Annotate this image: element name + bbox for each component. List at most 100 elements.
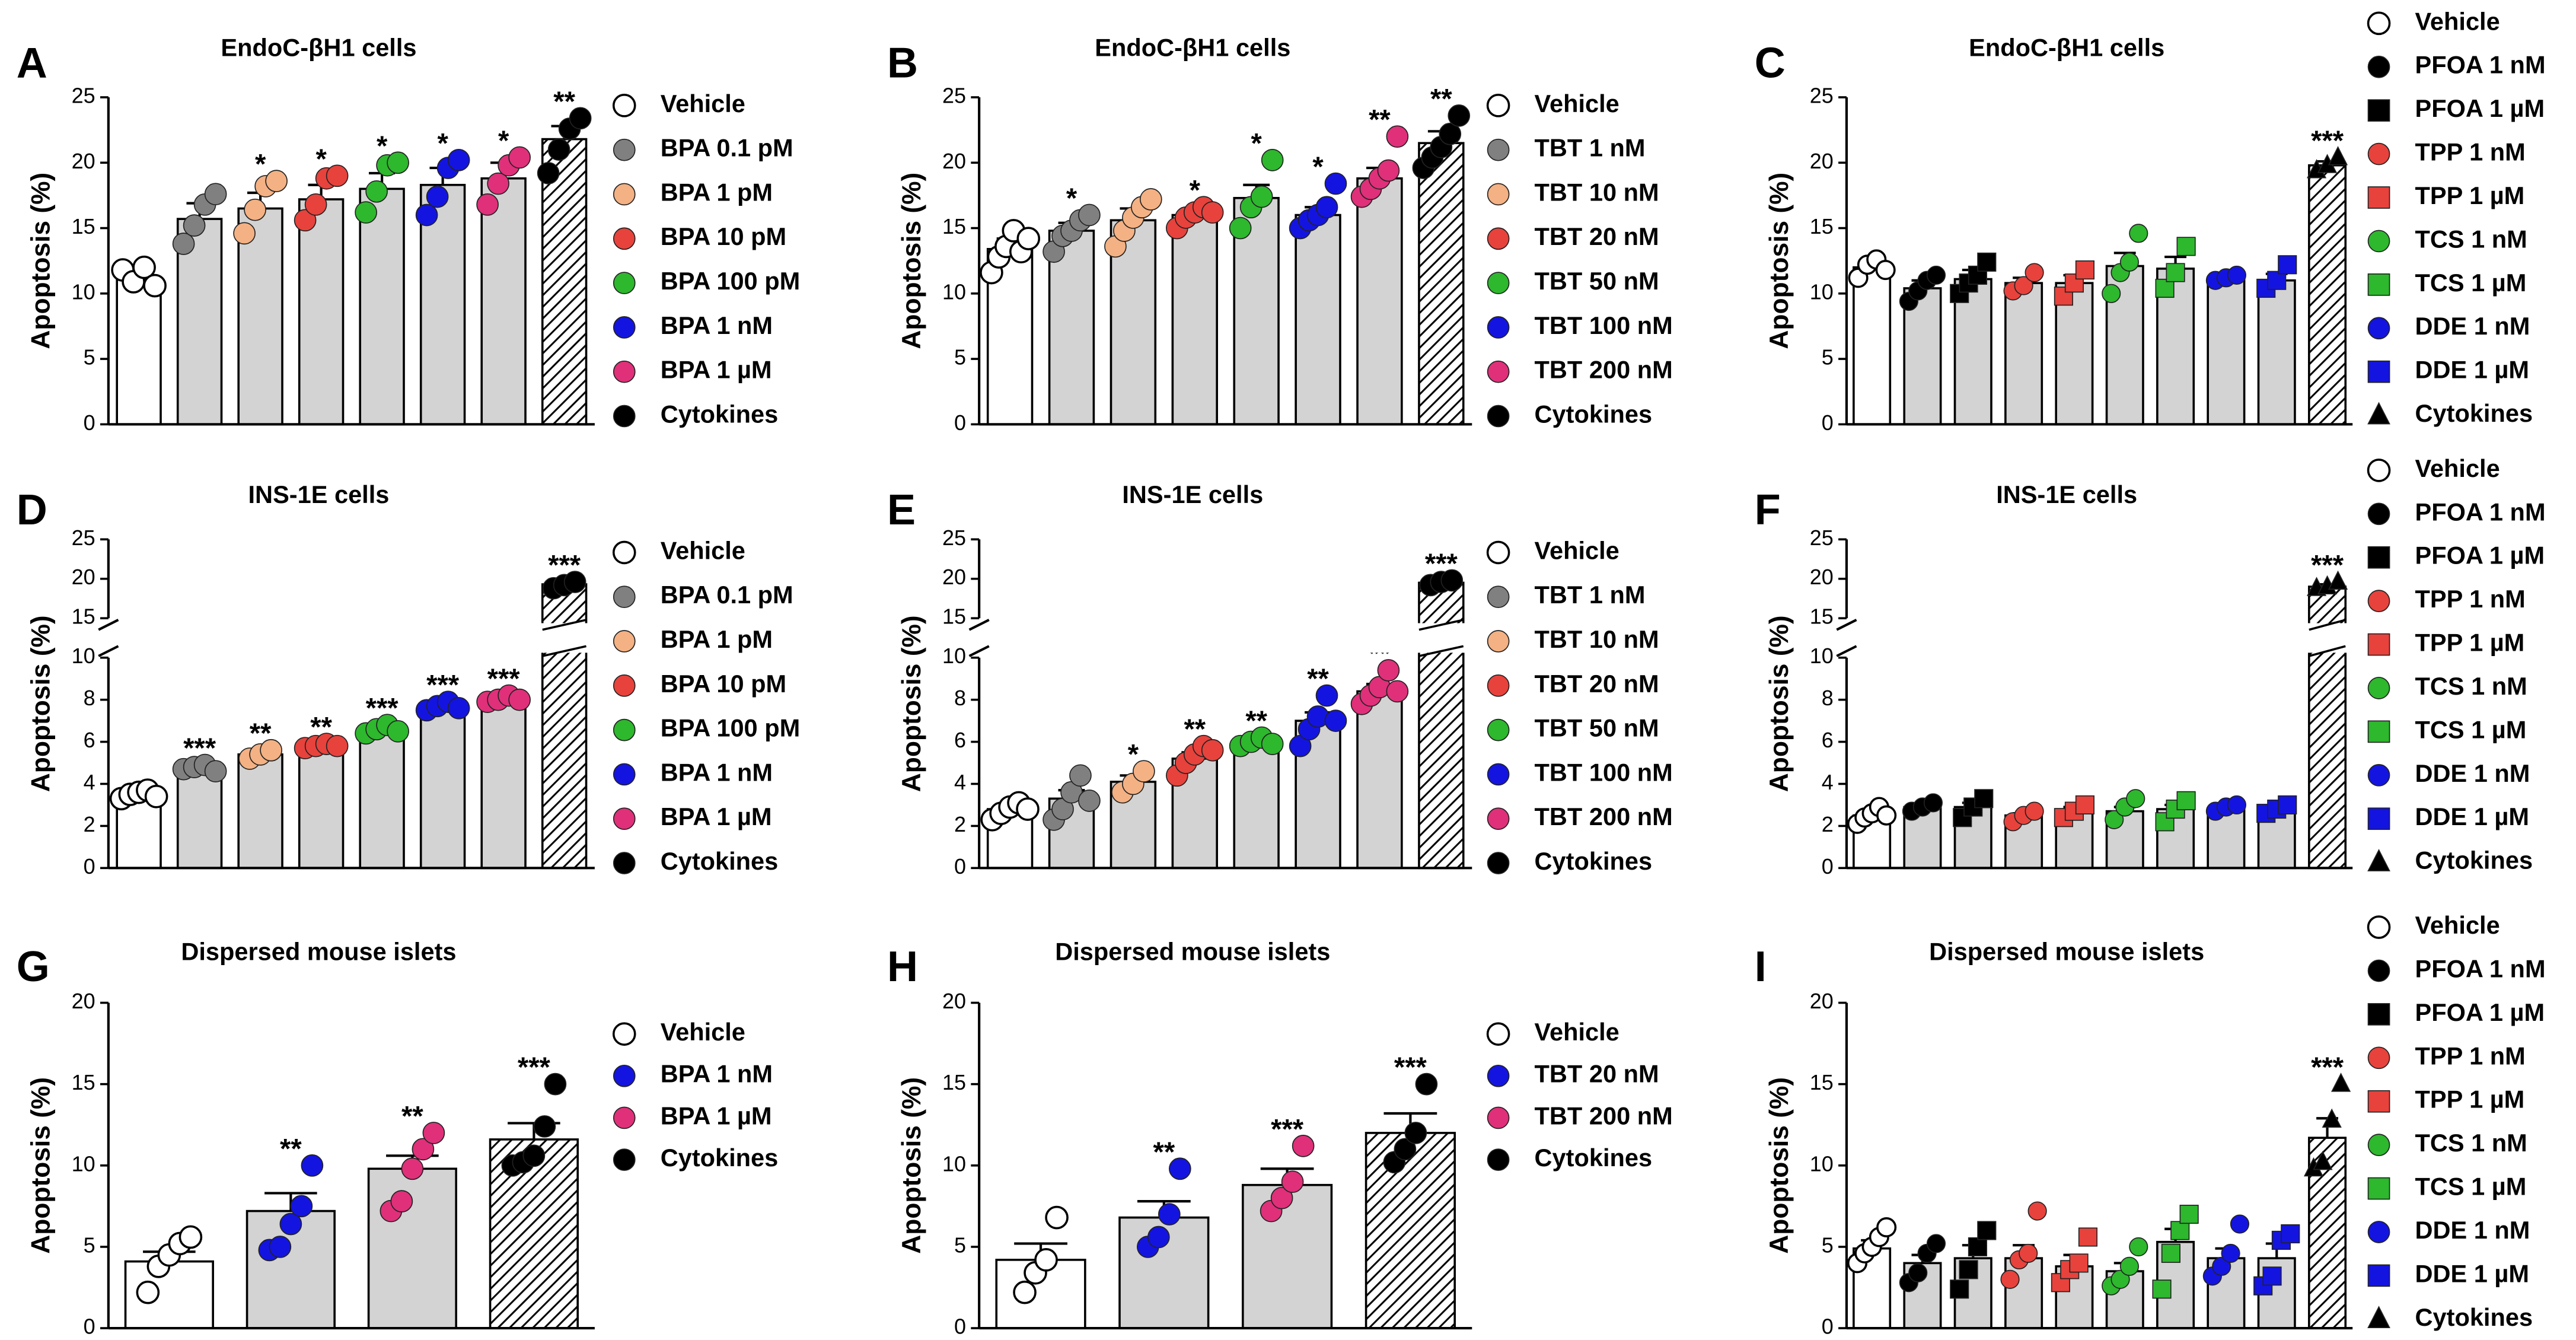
data-point: [2027, 1201, 2047, 1221]
bar: [419, 183, 466, 426]
legend-marker: [1487, 227, 1510, 250]
y-tick-label: 20: [72, 565, 95, 589]
bar: [2004, 282, 2043, 426]
significance-label: *: [1066, 182, 1077, 214]
legend-marker: [2367, 1221, 2390, 1243]
legend-marker: [1486, 1022, 1510, 1046]
bar: [1356, 177, 1403, 426]
significance-label: **: [1430, 82, 1452, 114]
legend-label: Cytokines: [2415, 846, 2533, 874]
legend-label: BPA 1 µM: [661, 356, 772, 384]
significance-label: *: [315, 143, 327, 174]
legend-label: TPP 1 µM: [2415, 629, 2525, 657]
y-tick-label: 20: [1810, 149, 1834, 173]
y-tick-label: 15: [942, 604, 966, 629]
significance-label: ***: [487, 663, 521, 694]
data-point: [508, 688, 531, 711]
data-point: [1169, 1157, 1191, 1180]
y-tick-label: 0: [954, 854, 966, 879]
y-tick-label: 0: [84, 410, 95, 435]
data-point: [1394, 1138, 1417, 1161]
data-point: [447, 149, 470, 171]
data-point: [1974, 789, 1994, 809]
data-point: [2129, 224, 2148, 243]
panel-letter: C: [1755, 39, 1786, 87]
panel-letter: G: [17, 943, 50, 991]
significance-label: **: [310, 711, 332, 743]
data-point: [401, 1157, 424, 1180]
legend-label: Cytokines: [661, 400, 779, 428]
legend-label: Cytokines: [2415, 399, 2533, 427]
axis-break-mark: [968, 619, 990, 657]
bar: [1364, 1132, 1456, 1329]
data-point: [2230, 1214, 2250, 1234]
significance-label: ***: [2311, 1051, 2344, 1083]
legend-label: Vehicle: [661, 536, 745, 564]
legend-marker: [2367, 763, 2390, 787]
significance-label: *: [1190, 174, 1201, 206]
data-point: [1448, 104, 1471, 127]
y-tick-label: 25: [1810, 526, 1834, 550]
legend-marker: [1487, 138, 1510, 161]
bar: [298, 198, 345, 426]
significance-label: ***: [183, 732, 216, 763]
legend-marker: [613, 272, 636, 294]
data-point: [390, 1190, 413, 1212]
data-point: [1016, 227, 1041, 250]
bar: [359, 187, 405, 426]
data-point: [2075, 795, 2094, 815]
data-point: [1875, 260, 1896, 281]
data-point: [1013, 1280, 1037, 1304]
data-point: [1415, 1072, 1438, 1096]
data-point: [1908, 1263, 1928, 1282]
data-point: [1016, 797, 1040, 821]
bar: [1048, 230, 1095, 426]
data-point: [2078, 1227, 2098, 1247]
data-point: [2000, 1269, 2020, 1289]
legend-label: PFOA 1 nM: [2415, 498, 2546, 526]
data-point: [233, 222, 256, 245]
y-tick-label: 0: [954, 410, 966, 435]
bar: [176, 767, 223, 870]
data-point: [544, 1072, 567, 1096]
data-point: [422, 1122, 445, 1144]
data-point: [178, 1225, 203, 1249]
y-tick-label: 10: [942, 279, 966, 304]
bar: [2004, 1257, 2043, 1329]
legend-label: TCS 1 nM: [2415, 1129, 2527, 1157]
y-tick-label: 0: [84, 1314, 95, 1339]
legend-marker: [2367, 360, 2390, 383]
legend-label: TBT 10 nM: [1535, 625, 1659, 653]
y-axis-label: Apoptosis (%): [27, 1077, 56, 1254]
legend-label: TCS 1 µM: [2415, 715, 2527, 743]
panel-title: EndoC-βH1 cells: [221, 34, 416, 62]
bar: [1853, 266, 1892, 426]
legend-label: PFOA 1 nM: [2415, 51, 2546, 79]
data-point: [2161, 1243, 2180, 1263]
legend-label: TBT 200 nM: [1535, 1102, 1673, 1129]
data-point: [2126, 789, 2145, 809]
legend-marker: [613, 763, 636, 786]
panel-title: INS-1E cells: [248, 480, 390, 508]
legend-label: TCS 1 nM: [2415, 672, 2527, 700]
significance-label: ***: [1271, 1113, 1304, 1144]
y-axis-label: Apoptosis (%): [897, 173, 926, 349]
data-point: [1440, 569, 1464, 592]
data-point: [1281, 1170, 1304, 1193]
legend-marker: [613, 183, 636, 206]
axis-break: [966, 623, 1475, 653]
legend-label: Vehicle: [661, 90, 745, 117]
data-point: [2281, 1224, 2300, 1244]
legend-marker: [2367, 1090, 2390, 1113]
data-point: [2328, 570, 2348, 590]
legend-marker: [1487, 405, 1510, 428]
legend-label: Cytokines: [1535, 400, 1653, 428]
legend-label: TPP 1 nM: [2415, 585, 2526, 613]
data-point: [136, 1280, 160, 1304]
data-point: [387, 151, 409, 174]
legend-marker: [1486, 94, 1510, 117]
significance-label: *: [377, 130, 388, 161]
data-point: [269, 1236, 292, 1258]
bar: [1356, 690, 1403, 870]
legend-marker: [2367, 590, 2390, 612]
